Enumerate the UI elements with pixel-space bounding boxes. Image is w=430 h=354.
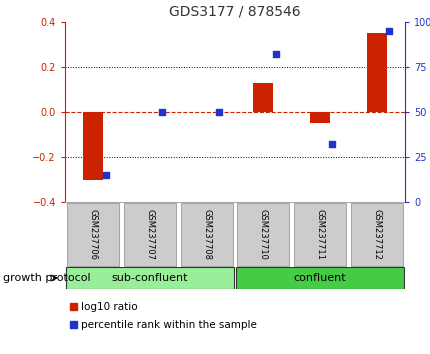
Text: percentile rank within the sample: percentile rank within the sample: [81, 320, 256, 330]
FancyBboxPatch shape: [67, 202, 119, 266]
Text: growth protocol: growth protocol: [3, 273, 90, 283]
FancyBboxPatch shape: [236, 267, 403, 289]
Bar: [366, 33, 386, 112]
FancyBboxPatch shape: [350, 202, 402, 266]
Bar: [309, 112, 329, 123]
Point: [272, 52, 279, 57]
FancyBboxPatch shape: [124, 202, 176, 266]
Text: GSM237712: GSM237712: [371, 209, 380, 260]
Text: sub-confluent: sub-confluent: [111, 273, 188, 283]
Point: [159, 109, 166, 115]
Point: [102, 172, 109, 178]
FancyBboxPatch shape: [293, 202, 345, 266]
Text: GSM237710: GSM237710: [258, 209, 267, 260]
FancyBboxPatch shape: [180, 202, 232, 266]
Text: GSM237707: GSM237707: [145, 209, 154, 260]
Bar: [83, 112, 103, 179]
Text: log10 ratio: log10 ratio: [81, 302, 137, 312]
Text: confluent: confluent: [293, 273, 346, 283]
Point: [215, 109, 222, 115]
Bar: [253, 83, 273, 112]
Text: GSM237706: GSM237706: [89, 209, 98, 260]
Text: GSM237711: GSM237711: [315, 209, 324, 260]
Point: [328, 142, 335, 147]
FancyBboxPatch shape: [66, 267, 233, 289]
Point: [385, 28, 392, 34]
Text: GSM237708: GSM237708: [202, 209, 211, 260]
Bar: [70, 321, 77, 328]
Title: GDS3177 / 878546: GDS3177 / 878546: [169, 4, 300, 18]
FancyBboxPatch shape: [237, 202, 289, 266]
Bar: [70, 303, 77, 310]
